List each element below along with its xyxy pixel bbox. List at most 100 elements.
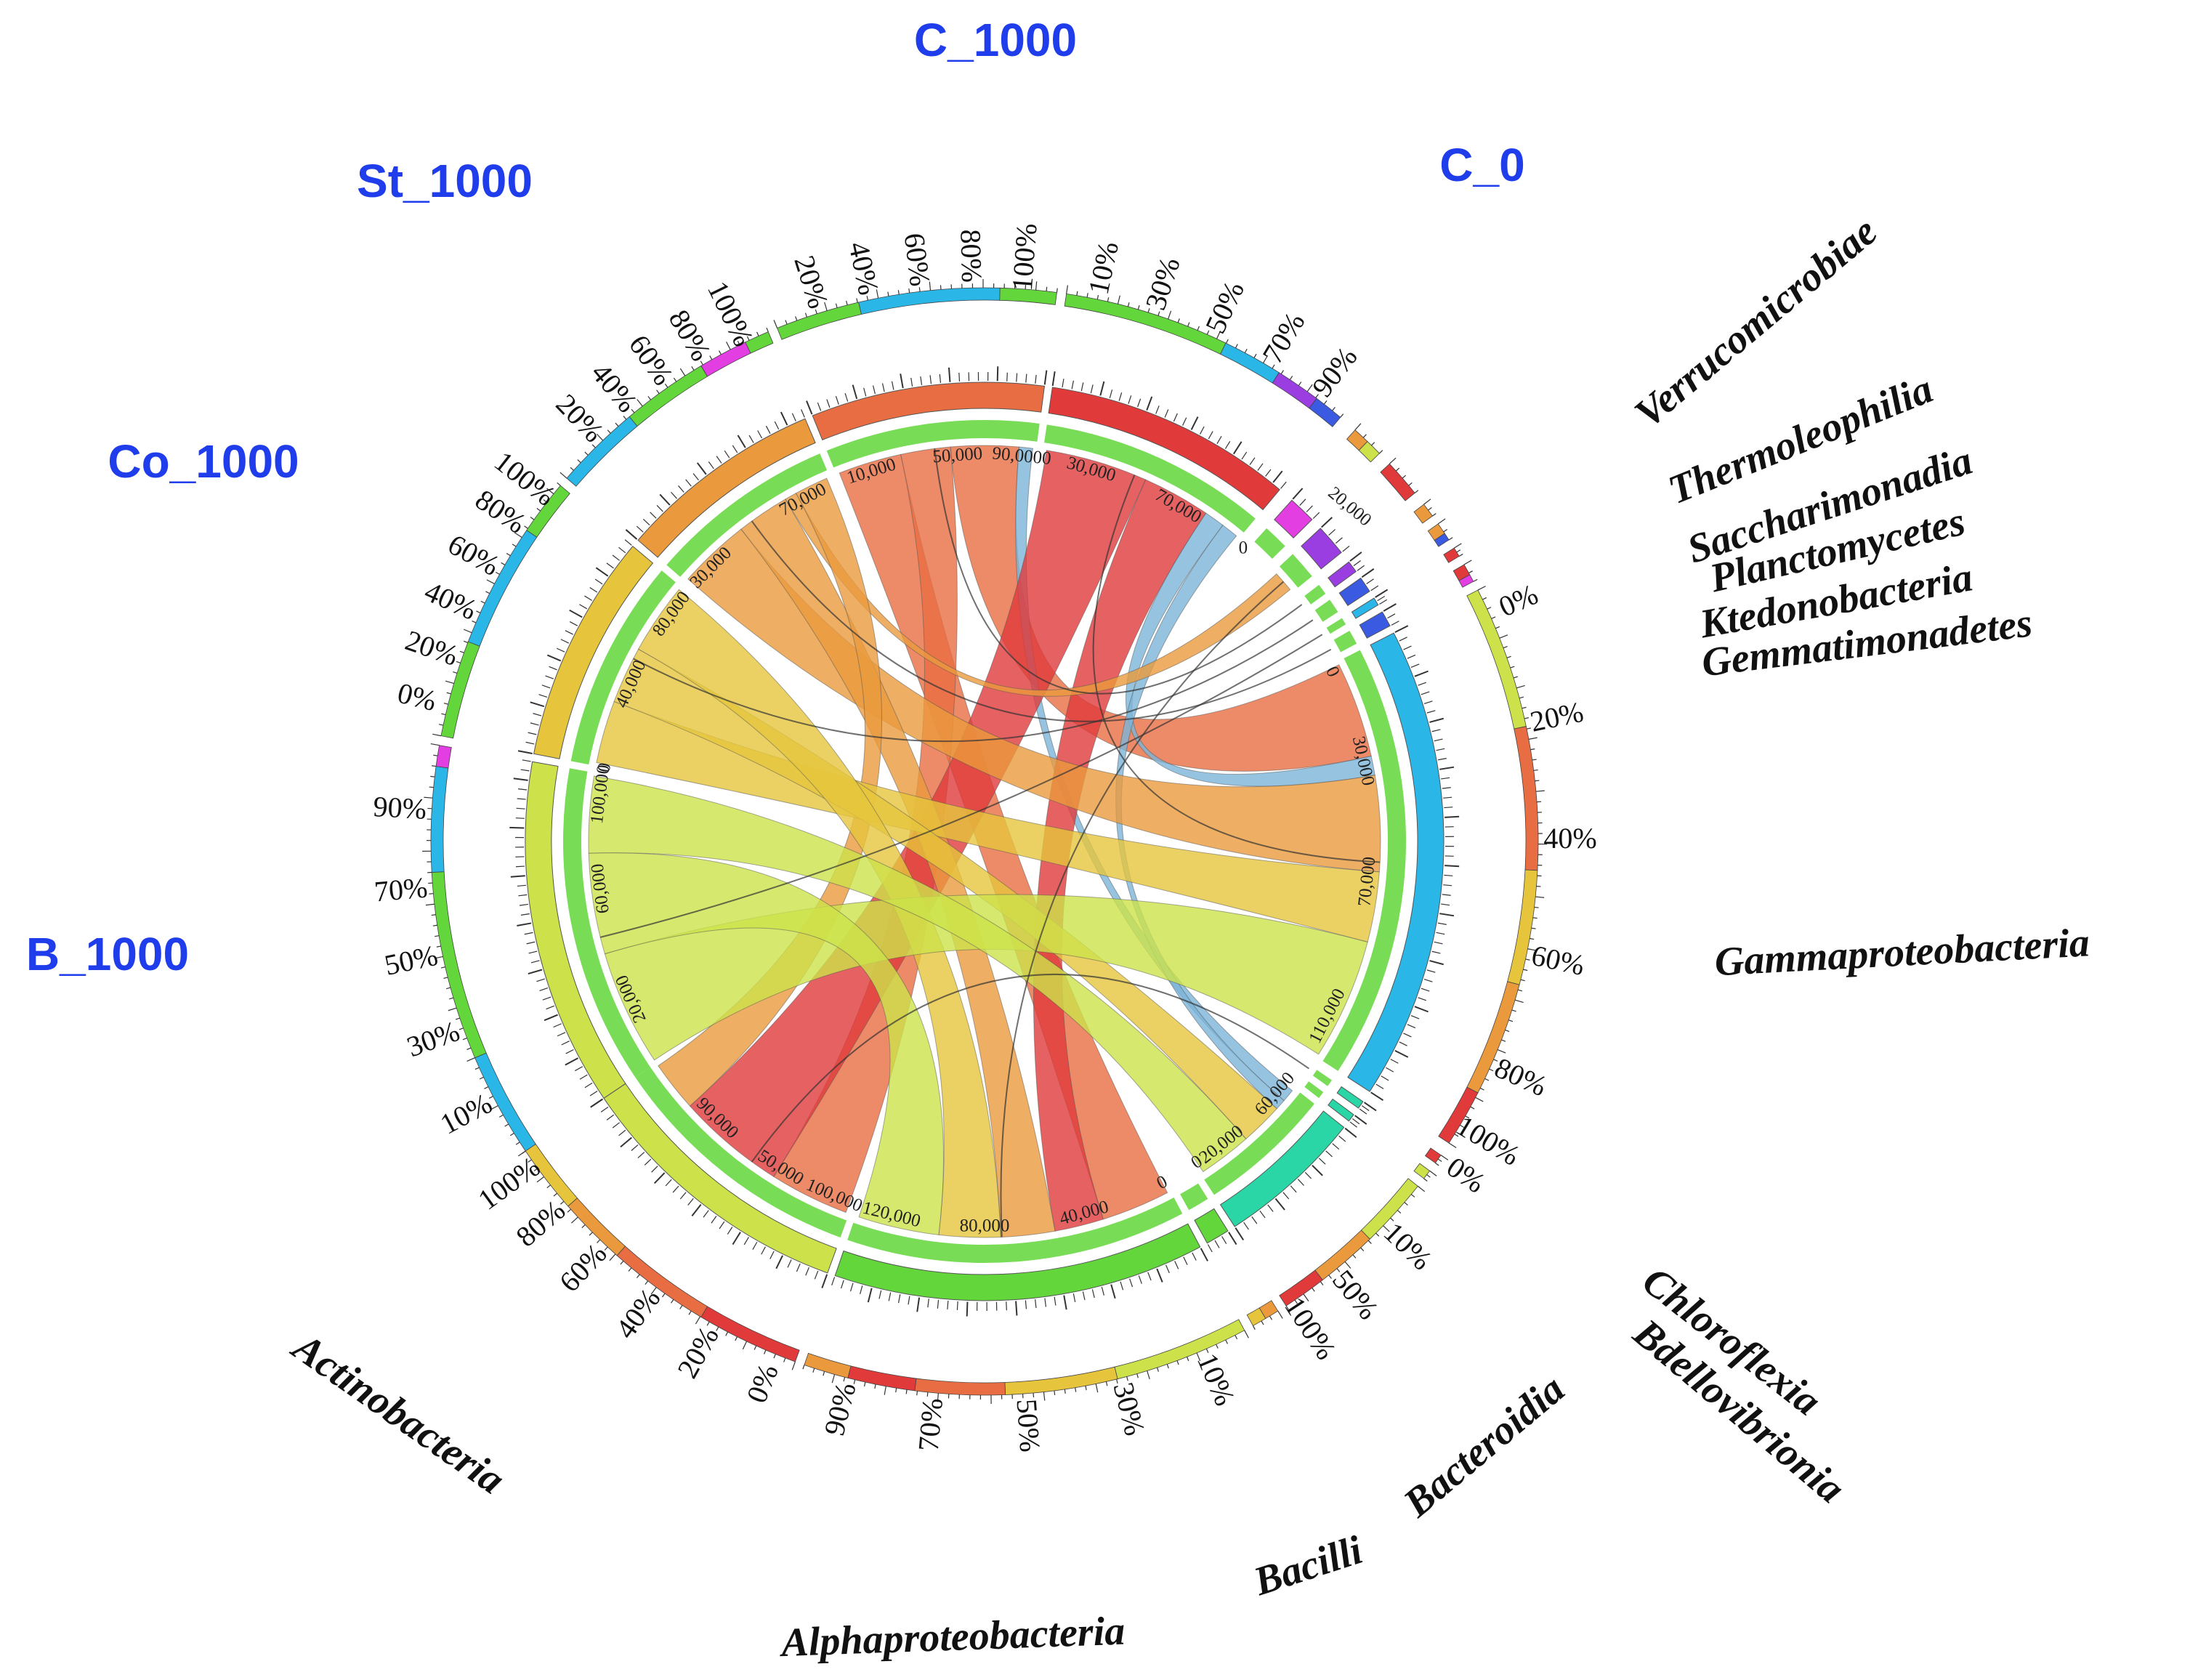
tick-bacter-15 <box>1235 1227 1245 1241</box>
tick-actino-30 <box>590 1098 603 1108</box>
pct-label-b1000-4: 90% <box>373 790 428 825</box>
tick-st1000-20 <box>780 411 788 426</box>
tick-bacilli-1 <box>1221 1236 1227 1245</box>
tick-c1000-1 <box>817 402 822 411</box>
tick-actino-3 <box>796 1263 801 1272</box>
outer-tick-sacch-2 <box>1432 513 1437 517</box>
outer-tick-c1000-9 <box>866 296 868 301</box>
tick-sacch-2 <box>1357 565 1365 571</box>
tick-plancto-2 <box>1370 585 1379 591</box>
outer-tick-b1000-2 <box>509 1133 514 1136</box>
outer-tick-co1000-5 <box>445 680 454 684</box>
tick-actino-27 <box>612 1122 621 1128</box>
outer-tick-co1000-6 <box>453 671 458 674</box>
outer-tick-c0-12 <box>1187 322 1190 327</box>
tick-actino-5 <box>775 1255 783 1269</box>
outer-tick-c0-5 <box>1117 295 1120 304</box>
outer-tick-actino-32 <box>528 1159 532 1163</box>
tick-st1000-5 <box>659 493 671 506</box>
outer-tick-alpha-2 <box>1225 1339 1228 1344</box>
outer-ring-bacter-2 <box>1279 1269 1323 1307</box>
tick-bacter-1 <box>1338 1135 1346 1142</box>
outer-tick-alpha-1 <box>1235 1335 1238 1340</box>
tick-gamma-0 <box>1394 625 1409 634</box>
segment-bar-actino <box>603 1083 837 1274</box>
tick-b1000-34 <box>517 788 528 791</box>
thin-link-4 <box>934 448 1303 695</box>
tick-c0-25 <box>1272 470 1283 483</box>
segment-inner-plancto <box>1314 599 1338 622</box>
tick-gemma-2 <box>1391 621 1399 626</box>
tick-bdello-2 <box>1349 1121 1357 1128</box>
outer-tick-st1000-10 <box>637 399 643 407</box>
outer-tick-alpha-36 <box>874 1384 876 1389</box>
outer-tick-gamma-53 <box>1460 1124 1464 1128</box>
outer-tick-alpha-9 <box>1156 1367 1159 1372</box>
outer-tick-c0-28 <box>1332 407 1336 411</box>
chord-link-st1000-thermo <box>785 493 1291 697</box>
thin-link-6 <box>751 973 1310 1163</box>
pct-label-bacter-1: 50% <box>1326 1264 1385 1325</box>
outer-tick-actino-12 <box>679 1305 683 1309</box>
outer-tick-c0-9 <box>1157 311 1160 316</box>
pct-label-b1000-3: 70% <box>373 871 429 908</box>
tick-alpha-33 <box>888 1292 892 1301</box>
tick-c1000-10 <box>900 373 904 389</box>
tick-gamma-8 <box>1423 700 1433 704</box>
sample-label-b1000: B_1000 <box>26 928 189 980</box>
tick-b1000-24 <box>517 884 526 887</box>
tick-gamma-15 <box>1439 766 1455 770</box>
tick-actino-22 <box>644 1158 652 1166</box>
outer-tick-b1000-19 <box>440 966 445 969</box>
tick-b1000-26 <box>515 865 525 868</box>
tick-alpha-39 <box>831 1277 836 1286</box>
segment-inner-bdello <box>1304 1081 1324 1099</box>
class-label-actino: Actinobacteria <box>283 1323 513 1503</box>
tick-c1000-15 <box>948 367 951 382</box>
sample-label-c0: C_0 <box>1439 139 1524 191</box>
tick-c1000-5 <box>852 384 858 400</box>
tick-co1000-22 <box>612 554 620 561</box>
tick-alpha-29 <box>927 1299 929 1308</box>
tick-c1000-6 <box>863 387 867 397</box>
outer-tick-b1000-20 <box>434 956 443 959</box>
outer-tick-co1000-10 <box>463 629 472 634</box>
outer-tick-verru-1 <box>1362 434 1367 438</box>
outer-tick-b1000-13 <box>458 1027 464 1030</box>
tick-alpha-19 <box>1025 1300 1027 1309</box>
segment-inner-ktedo <box>1326 618 1346 634</box>
tick-alpha-14 <box>1072 1293 1076 1302</box>
outer-tick-gamma-43 <box>1505 1029 1510 1033</box>
outer-tick-b1000-37 <box>430 775 435 778</box>
tick-gamma-32 <box>1436 932 1445 935</box>
outer-tick-st1000-9 <box>631 408 635 413</box>
outer-tick-c0-29 <box>1340 413 1344 418</box>
tick-gamma-30 <box>1439 913 1455 917</box>
tick-co1000-19 <box>594 578 603 585</box>
segment-bar-c1000 <box>812 381 1046 441</box>
tick-verru-3 <box>1312 512 1320 520</box>
outer-ring-verru-1 <box>1358 440 1381 463</box>
outer-tick-bacter-9 <box>1352 1254 1357 1259</box>
tick-alpha-10 <box>1110 1284 1116 1299</box>
tick-co1000-10 <box>546 654 562 662</box>
outer-tick-st1000-7 <box>615 422 619 427</box>
outer-tick-actino-13 <box>671 1299 674 1304</box>
class-label-gamma: Gammaproteobacteria <box>1713 920 2090 985</box>
outer-ring-bacilli-1 <box>1246 1307 1266 1327</box>
outer-tick-c1000-3 <box>804 312 807 318</box>
tick-co1000-8 <box>545 675 554 679</box>
tick-alpha-4 <box>1165 1264 1170 1274</box>
tick-b1000-12 <box>542 996 552 1001</box>
tick-st1000-13 <box>724 450 730 459</box>
pct-label-actino-3: 60% <box>553 1237 613 1298</box>
segment-inner-c1000 <box>826 420 1040 468</box>
outer-tick-b1000-15 <box>448 1007 457 1011</box>
tick-alpha-15 <box>1063 1295 1067 1310</box>
tick-actino-12 <box>719 1221 725 1229</box>
segment-bar-sacch <box>1328 561 1357 588</box>
tick-actino-1 <box>814 1270 819 1280</box>
tick-alpha-5 <box>1156 1268 1163 1283</box>
tick-gamma-33 <box>1434 941 1443 945</box>
